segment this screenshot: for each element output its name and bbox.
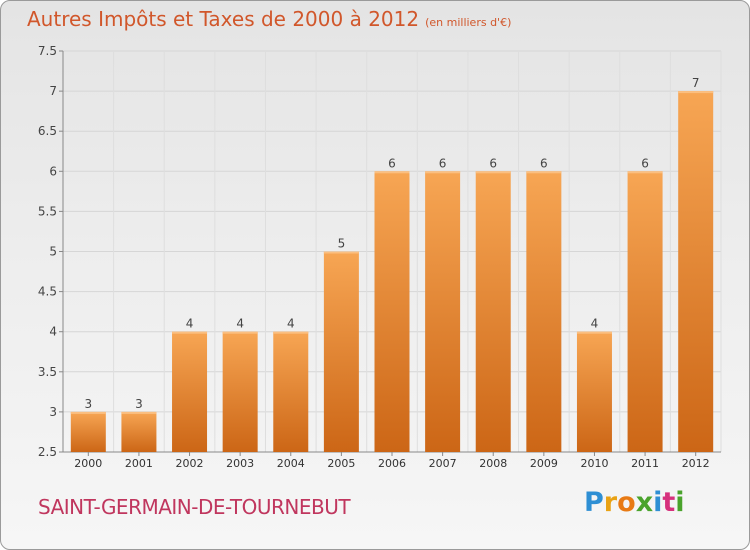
bar-2007 — [425, 171, 461, 453]
data-label: 5 — [338, 237, 346, 251]
x-tick-label: 2002 — [176, 457, 204, 470]
bar-highlight — [273, 331, 309, 334]
logo-letter: i — [675, 487, 685, 518]
bar-highlight — [323, 251, 359, 254]
data-label: 4 — [236, 317, 244, 331]
x-tick-label: 2003 — [226, 457, 254, 470]
x-tick-label: 2008 — [479, 457, 507, 470]
bar-2005 — [323, 251, 359, 452]
data-label: 3 — [84, 397, 92, 411]
logo-letter: r — [603, 487, 618, 518]
y-tick-label: 7.5 — [38, 44, 57, 58]
x-tick-label: 2007 — [429, 457, 457, 470]
bar-highlight — [526, 171, 562, 174]
bar-highlight — [222, 331, 258, 334]
bar-2006 — [374, 171, 410, 453]
x-tick-label: 2000 — [74, 457, 102, 470]
bar-highlight — [70, 411, 106, 414]
y-tick-label: 4.5 — [38, 285, 57, 299]
bar-2008 — [475, 171, 511, 453]
chart-title: Autres Impôts et Taxes de 2000 à 2012 (en… — [27, 7, 511, 31]
data-label: 4 — [287, 317, 295, 331]
data-label: 6 — [388, 156, 396, 170]
data-label: 3 — [135, 397, 143, 411]
y-tick-label: 2.5 — [38, 445, 57, 459]
bar-highlight — [425, 171, 461, 174]
x-tick-label: 2001 — [125, 457, 153, 470]
y-tick-label: 7 — [49, 84, 57, 98]
bar-2004 — [273, 331, 309, 452]
y-tick-label: 4 — [49, 325, 57, 339]
bar-2002 — [172, 331, 208, 452]
commune-name: SAINT-GERMAIN-DE-TOURNEBUT — [38, 495, 351, 519]
x-tick-label: 2009 — [530, 457, 558, 470]
bar-highlight — [576, 331, 612, 334]
data-label: 6 — [439, 156, 447, 170]
bar-2010 — [576, 331, 612, 452]
x-tick-label: 2004 — [277, 457, 305, 470]
y-tick-label: 5.5 — [38, 204, 57, 218]
logo-letter: i — [653, 487, 663, 518]
bar-highlight — [121, 411, 157, 414]
data-label: 7 — [692, 76, 700, 90]
x-tick-label: 2010 — [580, 457, 608, 470]
x-tick-label: 2011 — [631, 457, 659, 470]
bar-2009 — [526, 171, 562, 453]
data-label: 4 — [591, 317, 599, 331]
x-tick-label: 2012 — [682, 457, 710, 470]
bar-2000 — [70, 411, 106, 452]
bar-highlight — [374, 171, 410, 174]
proxiti-logo: Proxiti — [584, 487, 685, 518]
bar-highlight — [678, 91, 714, 94]
data-labels: 3 3 4 4 4 5 6 6 6 6 4 6 7 — [84, 76, 699, 411]
bar-2003 — [222, 331, 258, 452]
y-tick-label: 5 — [49, 245, 57, 259]
chart-subtitle: (en milliers d'€) — [425, 16, 512, 29]
bar-highlight — [172, 331, 208, 334]
logo-letter: x — [635, 487, 654, 518]
logo-letter: P — [584, 487, 604, 518]
bar-highlight — [627, 171, 663, 174]
bar-highlight — [475, 171, 511, 174]
y-tick-label: 3 — [49, 405, 57, 419]
logo-letter: t — [662, 487, 676, 518]
bar-2001 — [121, 411, 157, 452]
title-text: Autres Impôts et Taxes de 2000 à 2012 — [27, 7, 420, 31]
bar-2011 — [627, 171, 663, 453]
bar-2012 — [678, 91, 714, 452]
y-tick-label: 6 — [49, 164, 57, 178]
y-tick-label: 6.5 — [38, 124, 57, 138]
tick-labels: 2.5 3 3.5 4 4.5 5 5.5 6 6.5 7 7.5 2000 2001 2002 2003 2… — [38, 44, 710, 470]
logo-letter: o — [617, 487, 636, 518]
data-label: 6 — [540, 156, 548, 170]
x-tick-label: 2006 — [378, 457, 406, 470]
data-label: 6 — [489, 156, 497, 170]
data-label: 4 — [186, 317, 194, 331]
x-tick-label: 2005 — [327, 457, 355, 470]
bars — [70, 91, 714, 453]
data-label: 6 — [641, 156, 649, 170]
y-tick-label: 3.5 — [38, 365, 57, 379]
